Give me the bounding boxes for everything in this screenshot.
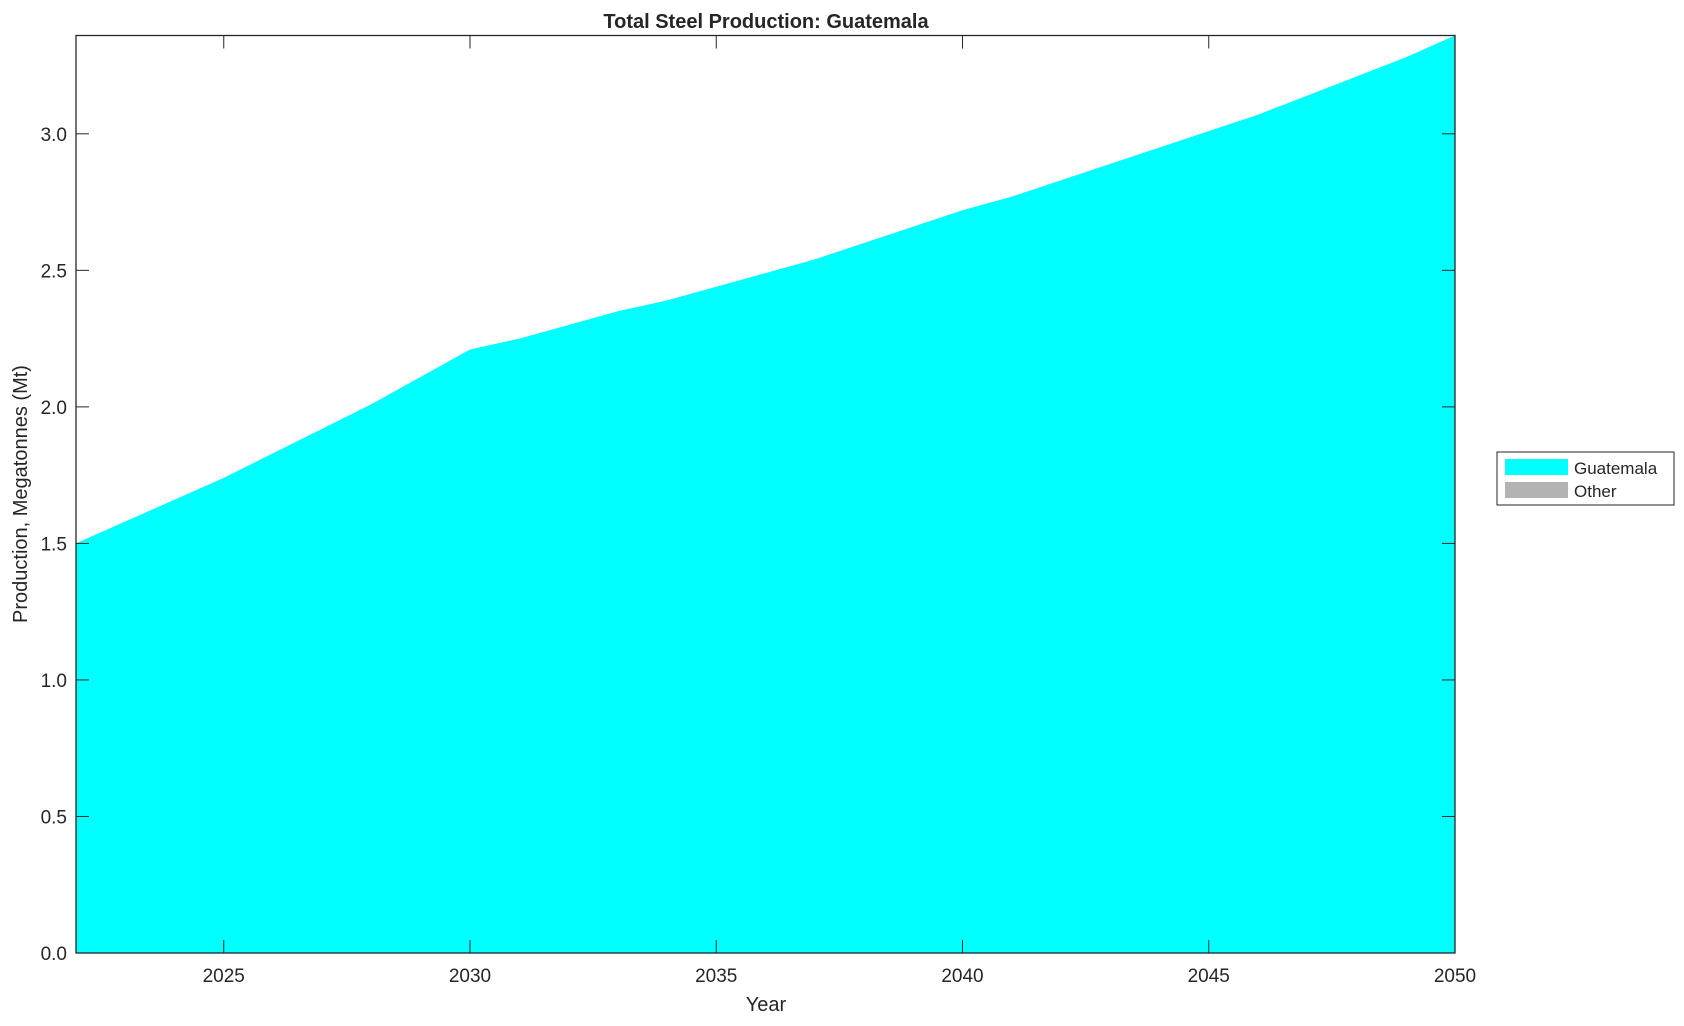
x-tick-label: 2025 (203, 966, 245, 987)
y-tick-label: 1.0 (41, 671, 67, 692)
x-tick-label: 2050 (1434, 966, 1476, 987)
y-axis-label: Production, Megatonnes (Mt) (10, 365, 32, 623)
area-guatemala (76, 35, 1455, 953)
y-tick-label: 0.5 (41, 807, 67, 828)
legend-label-other: Other (1574, 482, 1617, 501)
x-tick-label: 2030 (449, 966, 491, 987)
x-tick-label: 2045 (1188, 966, 1230, 987)
y-tick-label: 1.5 (41, 534, 67, 555)
legend-swatch-other (1505, 482, 1568, 498)
plot-frame (75, 34, 1456, 954)
x-tick-label: 2035 (695, 966, 737, 987)
y-tick-label: 2.0 (41, 398, 67, 419)
y-tick-label: 0.0 (41, 944, 67, 965)
areas (76, 35, 1455, 953)
legend: Guatemala Other (1496, 451, 1675, 506)
y-tick-label: 3.0 (41, 125, 67, 146)
legend-label-guatemala: Guatemala (1574, 459, 1658, 478)
ticks: 2025 2030 2035 2040 2045 2050 0.0 0.5 1.0 1.5 2.0 2… (41, 35, 1476, 987)
chart-title: Total Steel Production: Guatemala (603, 11, 929, 33)
y-tick-label: 2.5 (41, 261, 67, 282)
legend-swatch-guatemala (1505, 459, 1568, 475)
x-tick-label: 2040 (941, 966, 983, 987)
x-axis-label: Year (746, 994, 787, 1016)
